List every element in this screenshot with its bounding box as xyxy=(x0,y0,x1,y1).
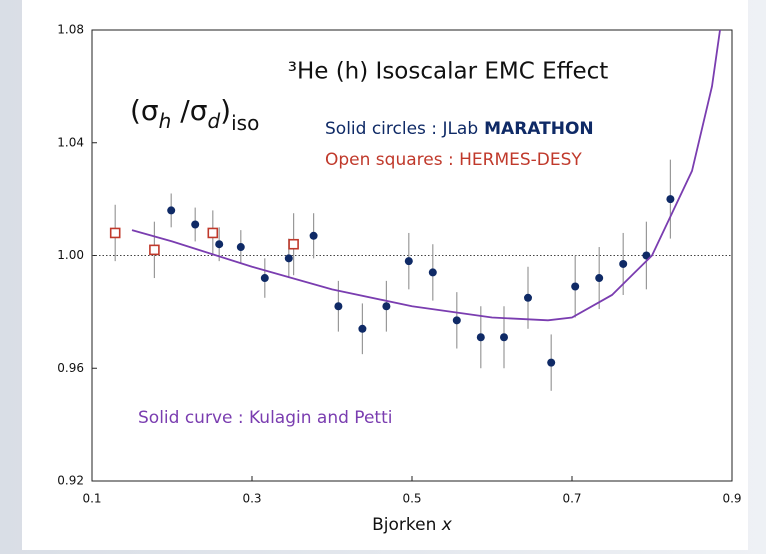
y-label-part: iso xyxy=(231,111,259,135)
point xyxy=(109,227,121,239)
point xyxy=(358,324,367,333)
point xyxy=(452,316,461,325)
point xyxy=(149,244,160,256)
y-tick-label: 1.04 xyxy=(57,135,84,149)
legend-entry: Solid circles : JLab MARATHON xyxy=(325,119,594,139)
point xyxy=(382,302,391,311)
x-tick-label: 0.7 xyxy=(562,492,581,506)
x-label: Bjorken x xyxy=(372,515,453,535)
y-tick-label: 0.96 xyxy=(57,361,84,375)
y-label-part: h xyxy=(159,109,172,133)
point xyxy=(167,206,176,215)
point xyxy=(666,195,675,204)
point xyxy=(524,293,532,302)
y-label: (σh /σd)iso xyxy=(130,94,259,135)
point xyxy=(191,220,200,229)
point xyxy=(619,259,628,268)
y-label-part: /σ xyxy=(171,94,207,127)
point xyxy=(260,274,269,283)
point xyxy=(236,243,245,252)
panel xyxy=(22,0,748,550)
y-label-part: ) xyxy=(220,94,231,127)
point xyxy=(428,268,437,277)
y-label-part: d xyxy=(207,109,220,133)
point xyxy=(284,254,293,263)
legend-entry: Open squares : HERMES-DESY xyxy=(325,150,582,170)
point xyxy=(547,358,556,367)
x-tick-label: 0.3 xyxy=(242,492,261,506)
curve xyxy=(131,29,721,322)
point xyxy=(642,251,651,260)
legend-text: Solid circles : JLab xyxy=(325,119,478,139)
x-tick-label: 0.5 xyxy=(402,492,421,506)
point xyxy=(404,257,413,266)
y-tick-label: 0.92 xyxy=(57,474,84,488)
point xyxy=(476,333,485,342)
point xyxy=(215,240,224,249)
x-label-part: x xyxy=(441,515,453,535)
y-label-part: (σ xyxy=(130,94,159,127)
y-tick-label: 1.00 xyxy=(57,248,84,262)
point xyxy=(595,274,604,283)
legend-entry: Solid curve : Kulagin and Petti xyxy=(138,408,392,428)
x-label-part: Bjorken xyxy=(372,515,442,535)
point xyxy=(309,231,318,240)
legend-text: MARATHON xyxy=(484,119,594,139)
x-tick-label: 0.9 xyxy=(722,492,741,506)
point xyxy=(207,227,219,239)
x-tick-label: 0.1 xyxy=(82,492,101,506)
point xyxy=(334,302,343,311)
legend-text: Solid curve : Kulagin and Petti xyxy=(138,408,392,428)
point xyxy=(288,238,299,250)
legend-text: Open squares : HERMES-DESY xyxy=(325,150,582,170)
point xyxy=(500,333,508,342)
chart-title: ³He (h) Isoscalar EMC Effect xyxy=(288,59,609,85)
point xyxy=(571,282,580,291)
y-tick-label: 1.08 xyxy=(57,23,84,37)
